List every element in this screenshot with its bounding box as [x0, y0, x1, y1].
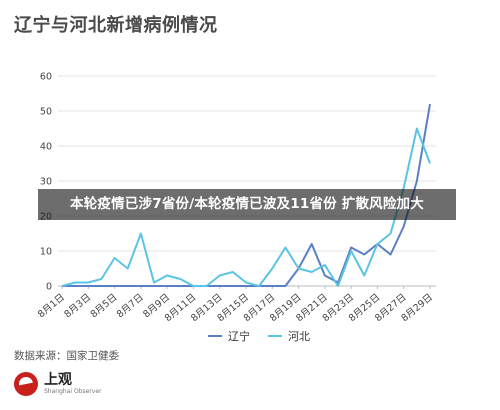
x-tick-label: 8月1日 — [36, 292, 67, 320]
y-tick-label: 60 — [40, 72, 52, 83]
x-tick-label: 8月3日 — [62, 292, 93, 320]
y-axis-ticks: 0102030405060 — [40, 72, 52, 293]
grid-lines — [58, 75, 436, 287]
headline-banner: 本轮疫情已涉7省份/本轮疫情已波及11省份 扩散风险加大 — [38, 189, 456, 220]
y-tick-label: 40 — [40, 142, 52, 153]
chart-title: 辽宁与河北新增病例情况 — [14, 15, 218, 36]
x-axis-ticks: 8月1日8月3日8月5日8月7日8月9日8月11日8月13日8月15日8月17日… — [36, 286, 435, 324]
series-lines — [61, 103, 431, 287]
legend-label-0: 辽宁 — [228, 329, 250, 343]
legend: 辽宁 河北 — [208, 329, 310, 343]
logo-subtitle: Shanghai Observer — [44, 388, 102, 395]
y-tick-label: 50 — [40, 107, 52, 118]
series-line-0 — [62, 103, 431, 287]
y-tick-label: 0 — [46, 282, 52, 293]
legend-label-1: 河北 — [288, 330, 310, 343]
logo-name: 上观 — [44, 372, 72, 388]
line-chart: 0102030405060 8月1日8月3日8月5日8月7日8月9日8月11日8… — [36, 72, 436, 343]
y-tick-label: 30 — [40, 177, 52, 188]
x-tick-label: 8月7日 — [115, 292, 146, 320]
data-source: 数据来源：国家卫健委 — [14, 350, 119, 362]
shangguan-logo-icon — [14, 372, 38, 396]
y-tick-label: 10 — [40, 247, 52, 258]
series-line-1 — [61, 127, 431, 287]
publisher-logo: 上观 Shanghai Observer — [14, 372, 101, 396]
x-tick-label: 8月5日 — [89, 292, 120, 320]
